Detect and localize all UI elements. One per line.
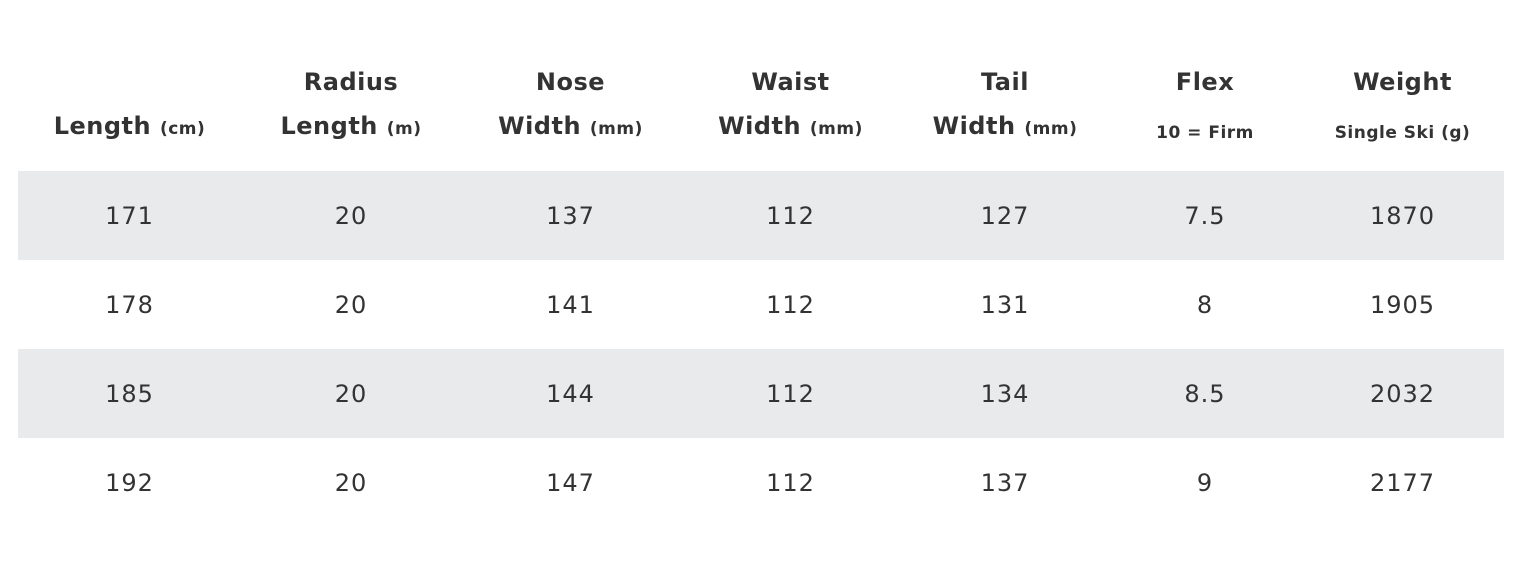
table-cell: 20 (334, 201, 368, 230)
table-cell: 1905 (1369, 290, 1436, 319)
header-unit: (mm) (589, 119, 643, 139)
table-cell: 1870 (1369, 201, 1436, 230)
table-cell: 2032 (1369, 379, 1436, 408)
table-cell: 20 (334, 468, 368, 497)
table-cell: 8 (1196, 290, 1214, 319)
header-row: Length (cm) Radius Length (m) Nose Width (mm… (18, 40, 1504, 171)
table-cell: 20 (334, 379, 368, 408)
header-subtitle: Single Ski (g) (1301, 112, 1504, 143)
table-cell: 137 (980, 468, 1030, 497)
table-row: 192 20 147 112 137 9 2177 (18, 438, 1504, 527)
table-cell: 112 (766, 290, 815, 319)
table-cell: 112 (766, 379, 815, 408)
header-unit: (m) (386, 119, 422, 139)
table-cell: 8.5 (1184, 379, 1226, 408)
table-row: 185 20 144 112 134 8.5 2032 (18, 349, 1504, 438)
table-cell: 134 (980, 379, 1030, 408)
header-label: Width (498, 112, 582, 140)
table-cell: 2177 (1369, 468, 1436, 497)
header-label: Length (280, 112, 378, 140)
header-label: Length (53, 112, 152, 140)
header-label: Width (718, 112, 802, 140)
spec-table: Length (cm) Radius Length (m) Nose Width (mm… (18, 40, 1504, 527)
table-cell: 112 (766, 468, 815, 497)
table-cell: 9 (1196, 468, 1214, 497)
header-title: Weight (1353, 68, 1452, 96)
table-cell: 137 (546, 201, 595, 230)
table-cell: 192 (105, 468, 154, 497)
header-cell: Length (cm) (18, 40, 241, 171)
table-row: 178 20 141 112 131 8 1905 (18, 260, 1504, 349)
header-title: Flex (1175, 68, 1235, 96)
header-cell: Tail Width (mm) (901, 40, 1109, 171)
table-cell: 141 (546, 290, 595, 319)
header-subtitle: Width (mm) (461, 112, 680, 140)
header-title: Radius (303, 68, 399, 96)
header-cell: Radius Length (m) (241, 40, 461, 171)
header-subtitle: Length (cm) (18, 112, 241, 140)
table-cell: 178 (105, 290, 154, 319)
table-cell: 147 (546, 468, 595, 497)
header-note: 10 = Firm (1156, 123, 1254, 143)
table-cell: 131 (980, 290, 1030, 319)
table-cell: 185 (105, 379, 154, 408)
header-cell: Waist Width (mm) (680, 40, 901, 171)
header-subtitle: 10 = Firm (1109, 112, 1301, 143)
table-cell: 171 (105, 201, 154, 230)
header-cell: Weight Single Ski (g) (1301, 40, 1504, 171)
table-cell: 7.5 (1184, 201, 1226, 230)
table-row: 171 20 137 112 127 7.5 1870 (18, 171, 1504, 260)
header-title: Tail (981, 68, 1029, 96)
header-unit: (mm) (809, 119, 863, 139)
header-label: Width (932, 112, 1016, 140)
table-cell: 112 (766, 201, 815, 230)
table-cell: 127 (980, 201, 1030, 230)
header-note: Single Ski (g) (1334, 123, 1471, 143)
header-subtitle: Length (m) (241, 112, 461, 140)
header-title: Nose (535, 68, 606, 96)
table-cell: 144 (546, 379, 595, 408)
header-subtitle: Width (mm) (901, 112, 1109, 140)
header-cell: Nose Width (mm) (461, 40, 680, 171)
header-cell: Flex 10 = Firm (1109, 40, 1301, 171)
header-title: Waist (751, 68, 830, 96)
table-cell: 20 (334, 290, 368, 319)
header-unit: (cm) (159, 119, 206, 139)
header-subtitle: Width (mm) (680, 112, 901, 140)
header-unit: (mm) (1024, 119, 1078, 139)
